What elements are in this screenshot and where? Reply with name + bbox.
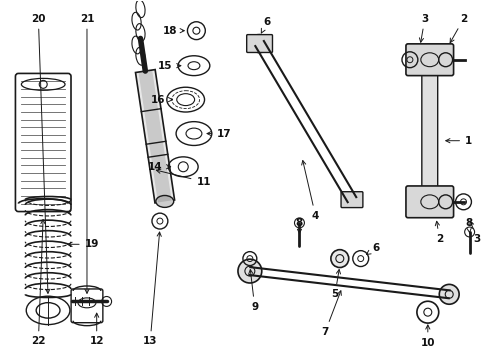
Circle shape [238, 259, 262, 283]
Text: 7: 7 [321, 291, 342, 337]
FancyBboxPatch shape [246, 35, 272, 53]
Ellipse shape [343, 193, 361, 207]
Text: 8: 8 [296, 218, 303, 234]
Text: 21: 21 [80, 14, 94, 293]
Text: 13: 13 [143, 232, 161, 346]
Text: 3: 3 [470, 221, 481, 244]
Text: 15: 15 [157, 61, 181, 71]
Text: 4: 4 [302, 161, 319, 221]
Circle shape [331, 249, 349, 267]
Text: 6: 6 [261, 17, 270, 33]
Text: 14: 14 [148, 162, 171, 172]
Text: 20: 20 [31, 14, 50, 293]
Ellipse shape [156, 195, 173, 207]
Circle shape [440, 284, 459, 304]
Text: 6: 6 [367, 243, 380, 255]
Text: 3: 3 [419, 14, 429, 42]
Text: 11: 11 [156, 169, 211, 187]
Text: 16: 16 [151, 95, 172, 105]
FancyBboxPatch shape [422, 67, 438, 197]
FancyBboxPatch shape [406, 44, 454, 76]
Text: 18: 18 [162, 26, 184, 36]
Polygon shape [136, 69, 174, 203]
Text: 2: 2 [435, 221, 443, 244]
Text: 9: 9 [249, 270, 258, 312]
Text: 8: 8 [465, 218, 472, 233]
Text: 22: 22 [31, 220, 46, 346]
Text: 19: 19 [68, 239, 99, 249]
Text: 2: 2 [450, 14, 467, 43]
Circle shape [39, 80, 47, 88]
FancyBboxPatch shape [406, 186, 454, 218]
Text: 1: 1 [446, 136, 472, 146]
Text: 5: 5 [331, 270, 341, 299]
Ellipse shape [248, 35, 270, 53]
FancyBboxPatch shape [341, 192, 363, 208]
Text: 10: 10 [420, 325, 435, 347]
Text: 17: 17 [207, 129, 232, 139]
Text: 12: 12 [90, 313, 104, 346]
